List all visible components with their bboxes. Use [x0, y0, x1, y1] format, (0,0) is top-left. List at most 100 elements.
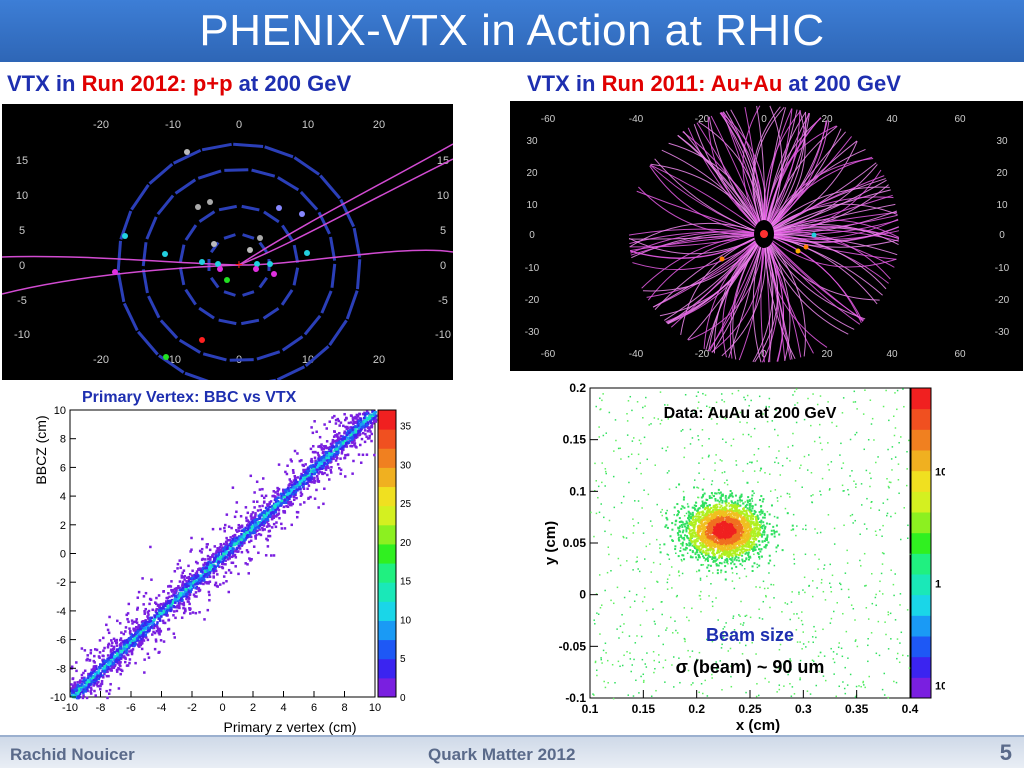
beam-bin	[842, 612, 844, 615]
corr-colorbar-label: 5	[400, 654, 406, 665]
beam-bin	[666, 578, 669, 580]
corr-bin	[143, 609, 146, 613]
auau-top-xtick: 40	[886, 114, 898, 125]
corr-colorbar-label: 25	[400, 499, 412, 510]
corr-bin	[288, 492, 291, 495]
corr-bin	[167, 592, 170, 595]
corr-bin	[368, 415, 371, 418]
corr-bin	[96, 674, 100, 677]
corr-bin	[156, 621, 159, 624]
beam-bin	[644, 558, 646, 560]
beam-bin	[694, 518, 697, 520]
beam-bin	[839, 583, 842, 586]
corr-bin	[106, 628, 110, 632]
corr-bin	[363, 429, 367, 432]
beam-bin	[895, 681, 898, 684]
beam-bin	[703, 551, 706, 554]
corr-bin	[123, 643, 126, 647]
corr-bin	[258, 516, 262, 519]
corr-bin	[140, 642, 143, 646]
corr-bin	[173, 590, 176, 594]
corr-bin	[244, 562, 247, 565]
beam-bin	[626, 434, 629, 436]
beam-bin	[728, 509, 731, 512]
corr-bin	[290, 481, 294, 484]
corr-bin	[200, 569, 203, 573]
beam-bin	[672, 656, 675, 658]
corr-bin	[208, 575, 212, 579]
corr-bin	[169, 599, 172, 603]
corr-bin	[125, 653, 129, 656]
beam-bin	[794, 480, 797, 482]
corr-bin	[248, 540, 251, 544]
corr-bin	[183, 578, 186, 581]
beam-bin	[597, 485, 600, 488]
corr-bin	[228, 552, 231, 555]
corr-bin	[276, 501, 280, 505]
corr-bin	[230, 550, 233, 553]
corr-bin	[335, 450, 338, 453]
corr-bin	[141, 622, 145, 625]
corr-bin	[280, 499, 284, 503]
beam-bin	[875, 604, 877, 607]
beam-bin	[720, 557, 723, 560]
corr-bin	[374, 418, 378, 422]
corr-bin	[332, 445, 336, 449]
beam-bin	[686, 503, 689, 505]
corr-bin	[274, 503, 277, 506]
left-header-run: Run 2012: p+p	[81, 71, 233, 96]
beam-bin	[604, 485, 606, 487]
beam-bin	[767, 541, 770, 544]
beam-bin	[888, 486, 890, 489]
corr-bin	[207, 561, 211, 564]
corr-bin	[261, 504, 264, 508]
corr-bin	[122, 640, 125, 644]
beam-bin	[779, 474, 782, 476]
corr-bin	[106, 696, 109, 700]
beam-bin	[787, 446, 789, 448]
beam-bin	[756, 545, 759, 548]
pp-vtx-ladder	[184, 224, 198, 241]
beam-bin	[729, 493, 732, 496]
corr-bin	[190, 585, 193, 589]
corr-bin	[291, 469, 295, 472]
corr-bin	[105, 674, 109, 678]
corr-bin	[277, 463, 281, 466]
beam-bin	[680, 558, 683, 561]
corr-bin	[245, 536, 249, 539]
beam-bin	[689, 443, 692, 445]
beam-bin	[741, 653, 744, 655]
beam-bin	[751, 641, 753, 644]
corr-bin	[83, 681, 87, 685]
corr-bin	[246, 550, 250, 554]
beam-bin	[865, 584, 867, 587]
corr-bin	[306, 481, 309, 485]
corr-bin	[147, 656, 151, 659]
corr-bin	[97, 677, 101, 681]
beam-bin	[607, 682, 609, 684]
corr-bin	[173, 570, 177, 573]
beam-bin	[843, 524, 845, 527]
pp-vtx-ladder	[184, 371, 209, 380]
corr-bin	[246, 528, 250, 531]
beam-bin	[756, 683, 758, 685]
corr-bin	[349, 439, 352, 443]
corr-bin	[331, 440, 334, 444]
pp-vtx-ladder	[202, 352, 227, 362]
corr-bin	[339, 472, 342, 476]
corr-bin	[348, 431, 351, 435]
beam-bin	[803, 418, 806, 421]
corr-bin	[134, 634, 137, 637]
corr-bin	[231, 540, 234, 543]
beam-bin	[811, 659, 814, 661]
corr-bin	[198, 549, 202, 553]
beam-bin	[641, 658, 644, 661]
corr-bin	[169, 603, 172, 606]
corr-bin	[119, 637, 123, 640]
corr-bin	[146, 617, 150, 620]
corr-bin	[187, 564, 190, 568]
corr-bin	[354, 428, 357, 431]
beam-bin	[877, 620, 880, 623]
corr-bin	[86, 679, 90, 682]
corr-bin	[125, 642, 128, 646]
